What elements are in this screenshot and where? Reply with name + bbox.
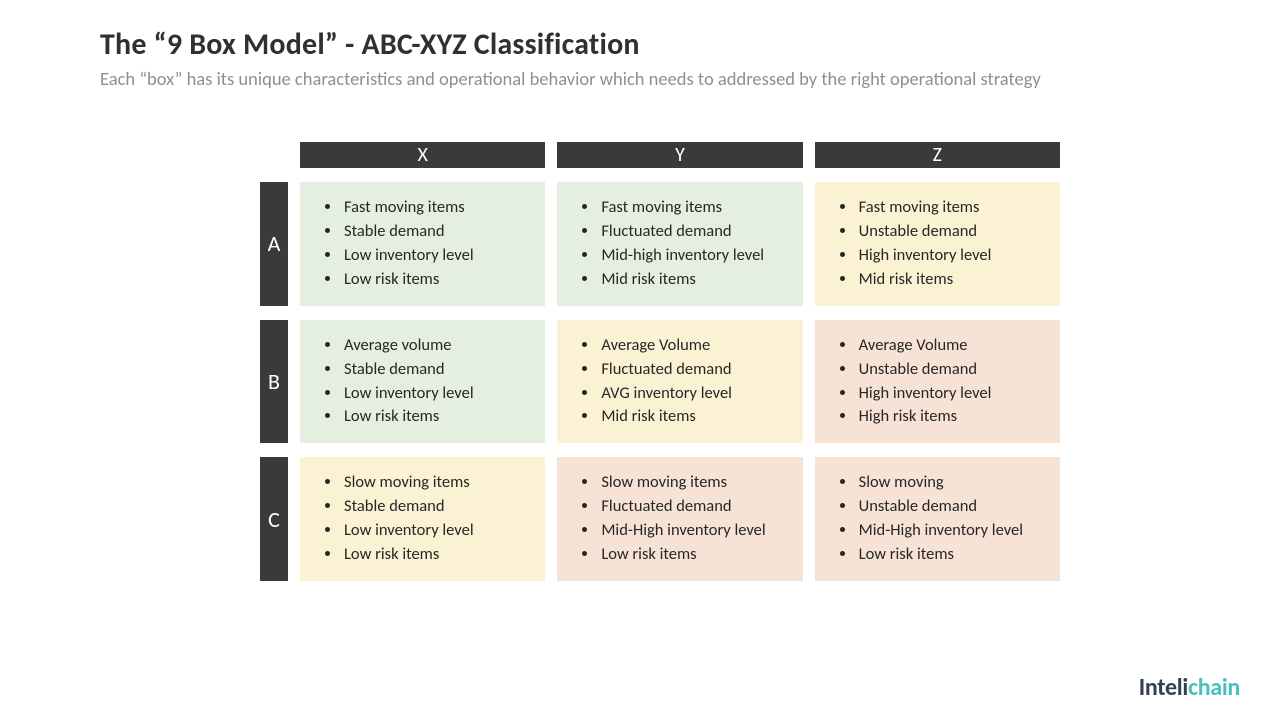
cell-c-y: Slow moving itemsFluctuated demandMid-Hi… (557, 457, 802, 581)
cell-item: High inventory level (857, 244, 1048, 268)
cell-list: Average volumeStable demandLow inventory… (326, 334, 533, 430)
cells: Fast moving itemsStable demandLow invent… (300, 182, 1060, 306)
cell-item: High inventory level (857, 382, 1048, 406)
row-a: AFast moving itemsStable demandLow inven… (260, 182, 1060, 306)
col-header-y: Y (557, 142, 802, 168)
cell-list: Fast moving itemsStable demandLow invent… (326, 196, 533, 292)
cell-list: Average VolumeFluctuated demandAVG inven… (583, 334, 790, 430)
row-c: CSlow moving itemsStable demandLow inven… (260, 457, 1060, 581)
cell-item: Low risk items (857, 543, 1048, 567)
cell-item: Unstable demand (857, 358, 1048, 382)
cell-item: Low risk items (342, 405, 533, 429)
cell-item: Mid risk items (599, 268, 790, 292)
cell-item: Average Volume (599, 334, 790, 358)
cell-item: Low inventory level (342, 244, 533, 268)
cell-item: Stable demand (342, 495, 533, 519)
cell-item: Slow moving (857, 471, 1048, 495)
brand-logo: Intelichain (1139, 673, 1240, 702)
cell-item: Fast moving items (342, 196, 533, 220)
cell-item: Low inventory level (342, 519, 533, 543)
cell-item: Low risk items (342, 543, 533, 567)
cell-item: Mid-High inventory level (857, 519, 1048, 543)
cell-item: Unstable demand (857, 495, 1048, 519)
page-subtitle: Each “box” has its unique characteristic… (100, 67, 1220, 90)
cell-item: Average Volume (857, 334, 1048, 358)
cell-item: Average volume (342, 334, 533, 358)
cell-item: Mid risk items (599, 405, 790, 429)
row-label-c: C (260, 457, 288, 581)
cell-list: Slow movingUnstable demandMid-High inven… (841, 471, 1048, 567)
cell-list: Fast moving itemsFluctuated demandMid-hi… (583, 196, 790, 292)
cell-a-x: Fast moving itemsStable demandLow invent… (300, 182, 545, 306)
cell-list: Average VolumeUnstable demandHigh invent… (841, 334, 1048, 430)
cell-c-x: Slow moving itemsStable demandLow invent… (300, 457, 545, 581)
cell-item: High risk items (857, 405, 1048, 429)
cell-item: Fluctuated demand (599, 358, 790, 382)
cell-b-x: Average volumeStable demandLow inventory… (300, 320, 545, 444)
row-label-b: B (260, 320, 288, 444)
row-b: B Average volumeStable demandLow inventor… (260, 320, 1060, 444)
cell-item: Fast moving items (857, 196, 1048, 220)
cell-item: Slow moving items (599, 471, 790, 495)
row-label-a: A (260, 182, 288, 306)
cell-c-z: Slow movingUnstable demandMid-High inven… (815, 457, 1060, 581)
cell-item: Stable demand (342, 220, 533, 244)
col-header-z: Z (815, 142, 1060, 168)
page-title: The “9 Box Model” - ABC-XYZ Classificati… (100, 26, 1220, 63)
slide: The “9 Box Model” - ABC-XYZ Classificati… (0, 0, 1280, 720)
cell-list: Fast moving itemsUnstable demandHigh inv… (841, 196, 1048, 292)
cell-item: Stable demand (342, 358, 533, 382)
cell-item: Fluctuated demand (599, 220, 790, 244)
cell-a-y: Fast moving itemsFluctuated demandMid-hi… (557, 182, 802, 306)
cell-list: Slow moving itemsFluctuated demandMid-Hi… (583, 471, 790, 567)
cell-b-y: Average VolumeFluctuated demandAVG inven… (557, 320, 802, 444)
cell-item: Low risk items (599, 543, 790, 567)
cell-item: Mid-high inventory level (599, 244, 790, 268)
cell-item: Unstable demand (857, 220, 1048, 244)
cell-item: Slow moving items (342, 471, 533, 495)
nine-box-matrix: XYZ AFast moving itemsStable demandLow i… (260, 142, 1060, 581)
cell-item: AVG inventory level (599, 382, 790, 406)
cells: Slow moving itemsStable demandLow invent… (300, 457, 1060, 581)
cell-b-z: Average VolumeUnstable demandHigh invent… (815, 320, 1060, 444)
col-header-x: X (300, 142, 545, 168)
cell-item: Mid-High inventory level (599, 519, 790, 543)
logo-part1: Inteli (1139, 673, 1188, 702)
column-headers: XYZ (260, 142, 1060, 168)
cell-list: Slow moving itemsStable demandLow invent… (326, 471, 533, 567)
cells: Average volumeStable demandLow inventory… (300, 320, 1060, 444)
cell-item: Fast moving items (599, 196, 790, 220)
cell-item: Low risk items (342, 268, 533, 292)
logo-part2: chain (1188, 673, 1240, 702)
cell-item: Mid risk items (857, 268, 1048, 292)
cell-a-z: Fast moving itemsUnstable demandHigh inv… (815, 182, 1060, 306)
cell-item: Low inventory level (342, 382, 533, 406)
cell-item: Fluctuated demand (599, 495, 790, 519)
